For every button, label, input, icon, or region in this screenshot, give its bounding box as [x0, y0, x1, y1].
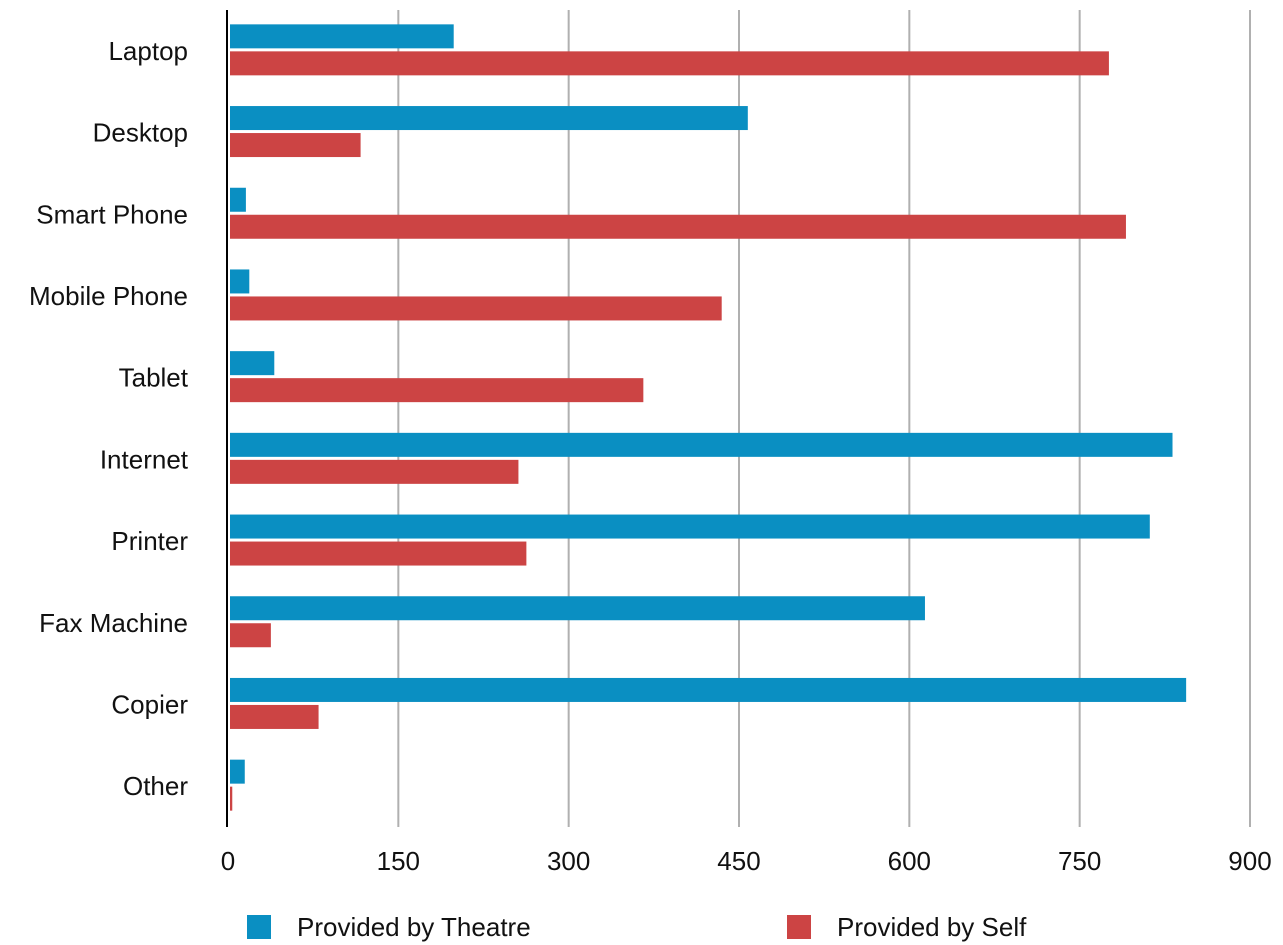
category-label-desktop: Desktop — [93, 118, 188, 148]
bars — [230, 24, 1187, 811]
x-axis-ticks: 0 150 300 450 600 750 900 — [221, 846, 1272, 876]
bar-other-provided-by-self — [230, 786, 233, 811]
category-labels: Laptop Desktop Smart Phone Mobile Phone Tabl… — [29, 36, 189, 801]
x-tick-label-150: 150 — [377, 846, 420, 876]
category-label-internet: Internet — [100, 444, 189, 474]
category-label-copier: Copier — [111, 689, 188, 719]
x-tick-label-300: 300 — [547, 846, 590, 876]
x-tick-label-750: 750 — [1058, 846, 1101, 876]
bar-printer-provided-by-self — [230, 541, 527, 566]
category-label-tablet: Tablet — [119, 363, 189, 393]
legend-label-provided-by-theatre: Provided by Theatre — [297, 912, 531, 942]
bar-desktop-provided-by-theatre — [230, 106, 748, 131]
category-label-fax-machine: Fax Machine — [39, 608, 188, 638]
bar-desktop-provided-by-self — [230, 133, 361, 158]
bar-copier-provided-by-self — [230, 704, 319, 729]
bar-mobile-phone-provided-by-self — [230, 296, 722, 321]
category-label-laptop: Laptop — [108, 36, 188, 66]
bar-tablet-provided-by-theatre — [230, 351, 275, 376]
x-tick-label-450: 450 — [717, 846, 760, 876]
bar-fax-machine-provided-by-theatre — [230, 596, 925, 621]
bar-laptop-provided-by-theatre — [230, 24, 454, 49]
bar-smart-phone-provided-by-self — [230, 214, 1126, 239]
category-label-other: Other — [123, 771, 188, 801]
bar-laptop-provided-by-self — [230, 51, 1109, 76]
category-label-smart-phone: Smart Phone — [36, 199, 188, 229]
bar-tablet-provided-by-self — [230, 378, 644, 403]
x-tick-label-0: 0 — [221, 846, 235, 876]
legend-swatch-provided-by-self — [787, 915, 811, 939]
bar-smart-phone-provided-by-theatre — [230, 187, 246, 212]
bar-internet-provided-by-self — [230, 459, 519, 484]
bar-fax-machine-provided-by-self — [230, 623, 271, 648]
bar-internet-provided-by-theatre — [230, 432, 1173, 457]
x-tick-label-900: 900 — [1228, 846, 1271, 876]
legend-label-provided-by-self: Provided by Self — [837, 912, 1027, 942]
bar-printer-provided-by-theatre — [230, 514, 1150, 539]
bar-mobile-phone-provided-by-theatre — [230, 269, 250, 294]
x-tick-label-600: 600 — [888, 846, 931, 876]
category-label-printer: Printer — [111, 526, 188, 556]
legend: Provided by Theatre Provided by Self — [247, 912, 1027, 942]
legend-swatch-provided-by-theatre — [247, 915, 271, 939]
bar-other-provided-by-theatre — [230, 759, 245, 784]
bar-copier-provided-by-theatre — [230, 677, 1187, 702]
category-label-mobile-phone: Mobile Phone — [29, 281, 188, 311]
gridlines — [397, 10, 1251, 827]
